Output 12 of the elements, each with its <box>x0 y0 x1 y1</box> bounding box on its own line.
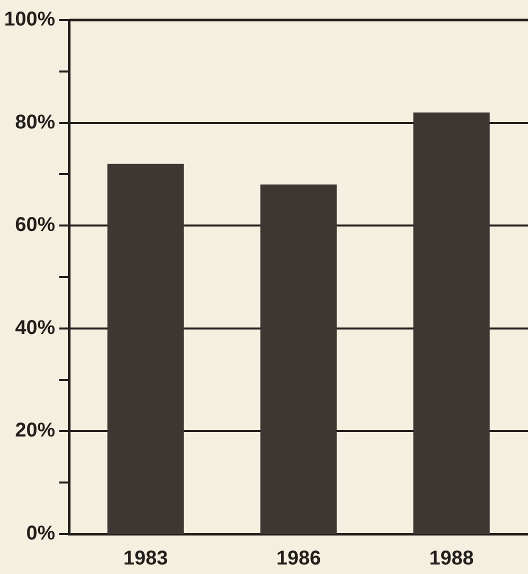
x-tick-label: 1988 <box>429 548 474 570</box>
bar <box>260 184 337 534</box>
y-tick-label: 40% <box>15 316 56 339</box>
bar <box>107 164 184 534</box>
bar <box>413 112 490 534</box>
y-tick-label: 80% <box>15 111 56 134</box>
y-tick-label: 60% <box>15 214 56 236</box>
y-tick-label: 100% <box>4 8 56 31</box>
y-tick-label: 0% <box>26 522 56 545</box>
x-tick-label: 1983 <box>123 548 168 570</box>
x-tick-label: 1986 <box>276 548 321 570</box>
y-tick-label: 20% <box>15 420 56 442</box>
